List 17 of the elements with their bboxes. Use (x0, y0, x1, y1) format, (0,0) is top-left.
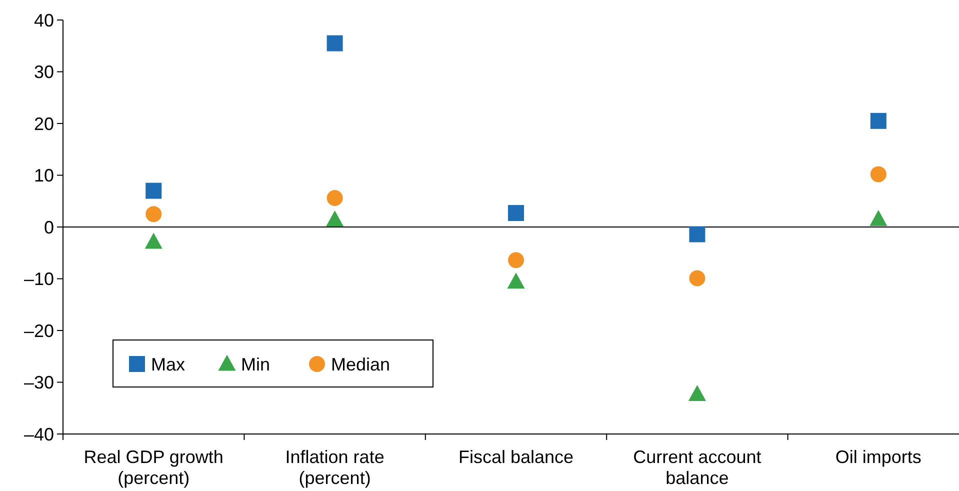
x-tick-label: Inflation rate (percent) (285, 447, 384, 488)
y-tick-label: 30 (34, 62, 54, 82)
y-tick-label: 10 (34, 166, 54, 186)
y-tick-label: –20 (24, 320, 54, 341)
y-tick-label: –40 (24, 424, 54, 444)
x-tick-label: Current account balance (633, 447, 762, 488)
x-tick-label: Real GDP growth (percent) (84, 447, 224, 488)
y-tick-label: –30 (24, 372, 54, 393)
y-tick-label: 20 (34, 114, 54, 134)
legend-label: Max (151, 354, 186, 374)
x-tick-label: Fiscal balance (458, 447, 574, 467)
y-tick-label: 0 (44, 217, 54, 238)
y-tick-label: 40 (34, 10, 54, 30)
legend-label: Min (241, 354, 270, 374)
y-tick-label: –10 (24, 269, 54, 290)
x-tick-label: Oil imports (835, 447, 922, 467)
legend-label: Median (331, 354, 390, 374)
